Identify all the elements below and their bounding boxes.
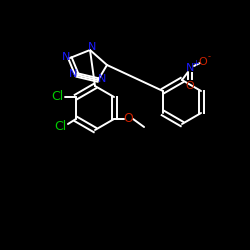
Text: O: O (186, 81, 194, 91)
Text: O: O (123, 112, 133, 126)
Text: O: O (198, 57, 207, 67)
Text: +: + (192, 58, 200, 68)
Text: N: N (69, 69, 77, 79)
Text: N: N (88, 42, 96, 52)
Text: N: N (98, 74, 106, 84)
Text: N: N (62, 52, 70, 62)
Text: N: N (186, 63, 194, 73)
Text: -: - (208, 52, 210, 62)
Text: Cl: Cl (51, 90, 63, 104)
Text: Cl: Cl (54, 120, 66, 134)
